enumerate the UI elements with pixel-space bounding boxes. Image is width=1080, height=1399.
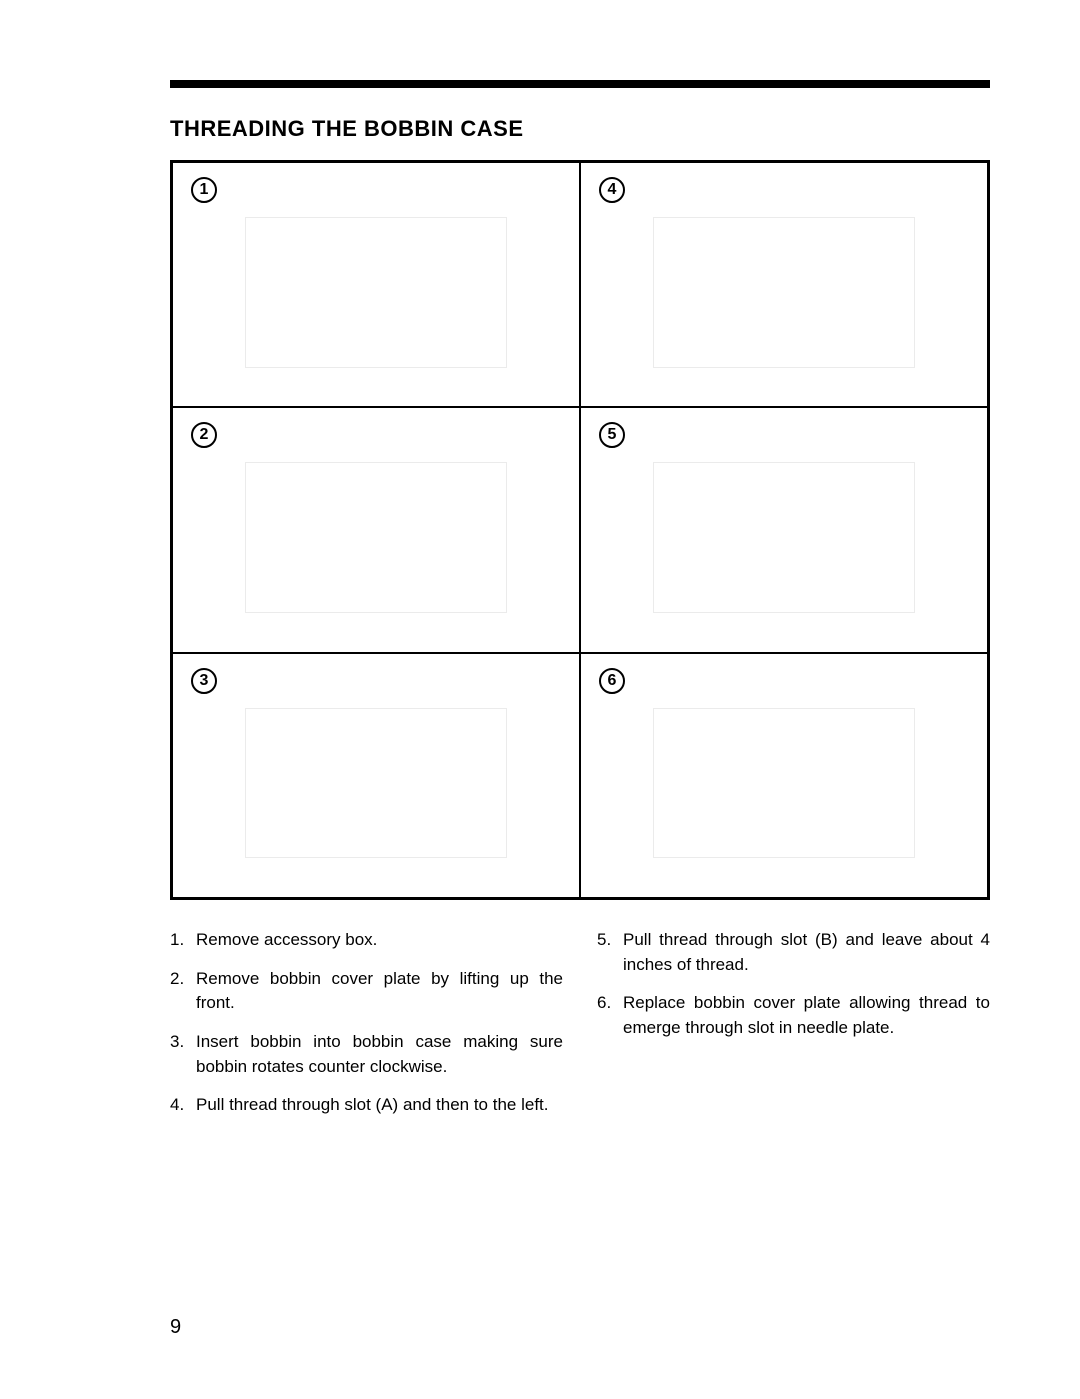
- instructions: 1. Remove accessory box. 2. Remove bobbi…: [170, 928, 990, 1132]
- figure-panel-3: 3: [172, 653, 580, 898]
- diagram-placeholder: [245, 217, 507, 368]
- panel-number: 6: [599, 668, 625, 694]
- figure-grid: 1 4 2 5 3 6: [170, 160, 990, 900]
- instructions-right-column: 5. Pull thread through slot (B) and leav…: [597, 928, 990, 1132]
- panel-number: 4: [599, 177, 625, 203]
- instruction-step: 1. Remove accessory box.: [170, 928, 563, 953]
- instruction-step: 4. Pull thread through slot (A) and then…: [170, 1093, 563, 1118]
- top-rule: [170, 80, 990, 88]
- figure-panel-4: 4: [580, 162, 988, 407]
- figure-panel-6: 6: [580, 653, 988, 898]
- instruction-step: 3. Insert bobbin into bobbin case making…: [170, 1030, 563, 1079]
- step-number: 5.: [597, 928, 623, 977]
- step-number: 3.: [170, 1030, 196, 1079]
- panel-number: 2: [191, 422, 217, 448]
- page-number: 9: [170, 1316, 181, 1339]
- figure-panel-2: 2: [172, 407, 580, 652]
- diagram-placeholder: [245, 462, 507, 613]
- step-number: 4.: [170, 1093, 196, 1118]
- instruction-step: 5. Pull thread through slot (B) and leav…: [597, 928, 990, 977]
- figure-panel-1: 1: [172, 162, 580, 407]
- step-text: Insert bobbin into bobbin case making su…: [196, 1030, 563, 1079]
- figure-panel-5: 5: [580, 407, 988, 652]
- step-number: 6.: [597, 991, 623, 1040]
- step-number: 1.: [170, 928, 196, 953]
- instruction-step: 6. Replace bobbin cover plate allowing t…: [597, 991, 990, 1040]
- instruction-step: 2. Remove bobbin cover plate by lifting …: [170, 967, 563, 1016]
- diagram-placeholder: [653, 217, 915, 368]
- panel-number: 1: [191, 177, 217, 203]
- step-text: Remove bobbin cover plate by lifting up …: [196, 967, 563, 1016]
- panel-number: 3: [191, 668, 217, 694]
- step-text: Replace bobbin cover plate allowing thre…: [623, 991, 990, 1040]
- step-text: Pull thread through slot (A) and then to…: [196, 1093, 549, 1118]
- diagram-placeholder: [245, 708, 507, 859]
- instructions-left-column: 1. Remove accessory box. 2. Remove bobbi…: [170, 928, 563, 1132]
- step-text: Pull thread through slot (B) and leave a…: [623, 928, 990, 977]
- section-title: THREADING THE BOBBIN CASE: [170, 116, 990, 142]
- step-text: Remove accessory box.: [196, 928, 377, 953]
- panel-number: 5: [599, 422, 625, 448]
- diagram-placeholder: [653, 708, 915, 859]
- step-number: 2.: [170, 967, 196, 1016]
- diagram-placeholder: [653, 462, 915, 613]
